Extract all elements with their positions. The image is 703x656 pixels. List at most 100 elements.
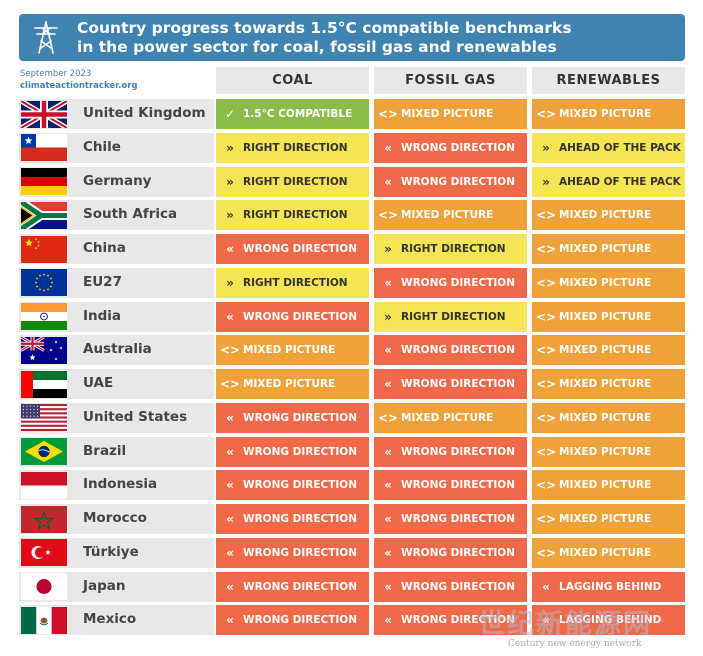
status-label: WRONG DIRECTION	[243, 411, 358, 424]
flag-icon-japan	[21, 573, 67, 600]
double-chevron-right-icon: »	[384, 309, 392, 324]
status-badge-coal: « WRONG DIRECTION	[216, 234, 369, 264]
double-chevron-left-icon: «	[384, 140, 392, 155]
double-chevron-right-icon: »	[542, 174, 550, 189]
double-chevron-right-icon: »	[226, 208, 234, 223]
double-chevron-left-icon: «	[542, 613, 550, 628]
flag-icon-mexico	[21, 606, 67, 634]
status-label: AHEAD OF THE PACK	[559, 141, 681, 154]
status-label: MIXED PICTURE	[559, 243, 652, 255]
double-chevron-left-icon: «	[226, 613, 234, 628]
diamond-arrows-icon: <>	[536, 512, 557, 526]
double-chevron-left-icon: «	[384, 174, 392, 189]
status-badge-coal: « WRONG DIRECTION	[216, 504, 369, 534]
status-label: RIGHT DIRECTION	[243, 209, 348, 222]
double-chevron-left-icon: «	[384, 512, 392, 526]
country-name: Japan	[83, 577, 126, 594]
status-badge-fossil-gas: « WRONG DIRECTION	[374, 436, 527, 467]
status-label: MIXED PICTURE	[559, 479, 652, 492]
status-badge-renewables: <> MIXED PICTURE	[532, 267, 685, 298]
double-chevron-left-icon: «	[226, 242, 234, 256]
status-badge-fossil-gas: « WRONG DIRECTION	[374, 470, 527, 501]
diamond-arrows-icon: <>	[536, 410, 557, 425]
flag-icon-chile	[21, 134, 67, 162]
diamond-arrows-icon: <>	[536, 242, 557, 256]
status-badge-renewables: <> MIXED PICTURE	[532, 402, 685, 433]
country-name: Indonesia	[83, 476, 158, 493]
status-badge-fossil-gas: <> MIXED PICTURE	[374, 402, 527, 433]
status-label: WRONG DIRECTION	[401, 141, 516, 154]
status-label: WRONG DIRECTION	[401, 378, 516, 390]
country-name: China	[83, 240, 126, 256]
status-label: WRONG DIRECTION	[401, 479, 516, 492]
status-label: WRONG DIRECTION	[401, 175, 516, 188]
status-label: WRONG DIRECTION	[243, 445, 358, 458]
status-label: MIXED PICTURE	[559, 546, 652, 559]
status-badge-coal: <> MIXED PICTURE	[216, 335, 369, 366]
status-label: WRONG DIRECTION	[243, 243, 358, 255]
status-label: MIXED PICTURE	[559, 411, 652, 424]
source-link[interactable]: climateactiontracker.org	[20, 81, 138, 91]
status-badge-coal: » RIGHT DIRECTION	[216, 132, 369, 163]
status-label: MIXED PICTURE	[559, 310, 652, 323]
country-name: Mexico	[83, 611, 137, 628]
power-pylon-icon	[34, 21, 58, 54]
status-badge-coal: « WRONG DIRECTION	[216, 605, 369, 636]
diamond-arrows-icon: <>	[536, 309, 557, 324]
flag-icon-india	[21, 303, 67, 330]
status-badge-renewables: <> MIXED PICTURE	[532, 301, 685, 332]
status-label: WRONG DIRECTION	[401, 513, 516, 525]
status-label: WRONG DIRECTION	[243, 513, 358, 525]
double-chevron-left-icon: «	[226, 512, 234, 526]
flag-icon-southafrica	[21, 201, 67, 229]
diamond-arrows-icon: <>	[536, 275, 557, 290]
flag-icon-indonesia	[21, 471, 67, 499]
watermark-text: 世纪新能源网	[478, 609, 652, 640]
status-label: AHEAD OF THE PACK	[559, 175, 681, 188]
country-name: Chile	[83, 138, 121, 155]
double-chevron-right-icon: »	[384, 242, 392, 256]
status-badge-coal: « WRONG DIRECTION	[216, 436, 369, 467]
status-badge-renewables: <> MIXED PICTURE	[532, 504, 685, 534]
diamond-arrows-icon: <>	[378, 208, 399, 223]
flag-icon-turkiye	[21, 539, 67, 567]
column-header-coal: COAL	[216, 67, 369, 94]
status-badge-fossil-gas: « WRONG DIRECTION	[374, 537, 527, 568]
status-badge-coal: « WRONG DIRECTION	[216, 470, 369, 501]
status-badge-fossil-gas: « WRONG DIRECTION	[374, 605, 527, 636]
status-label: MIXED PICTURE	[559, 276, 652, 289]
country-name: United States	[83, 408, 188, 425]
status-label: WRONG DIRECTION	[401, 445, 516, 458]
double-chevron-left-icon: «	[384, 545, 392, 560]
status-label: MIXED PICTURE	[559, 108, 652, 120]
diamond-arrows-icon: <>	[536, 545, 557, 560]
page-title-line-1: Country progress towards 1.5°C compatibl…	[77, 19, 572, 37]
status-label: RIGHT DIRECTION	[243, 175, 348, 188]
double-chevron-right-icon: »	[226, 275, 234, 290]
status-badge-coal: « WRONG DIRECTION	[216, 301, 369, 332]
flag-icon-uae	[21, 370, 67, 398]
flag-icon-us	[21, 404, 67, 432]
status-label: LAGGING BEHIND	[559, 580, 662, 593]
status-badge-renewables: <> MIXED PICTURE	[532, 436, 685, 467]
status-badge-fossil-gas: « WRONG DIRECTION	[374, 571, 527, 602]
column-header-fossil-gas: FOSSIL GAS	[374, 67, 527, 94]
flag-icon-australia	[21, 336, 67, 364]
country-name: United Kingdom	[83, 105, 206, 121]
double-chevron-right-icon: »	[542, 140, 550, 155]
publication-date: September 2023	[20, 69, 92, 79]
flag-icon-morocco	[21, 505, 67, 533]
country-name: Morocco	[83, 510, 147, 526]
diamond-arrows-icon: <>	[378, 107, 399, 121]
watermark-subtext: Century new energy network	[508, 639, 642, 649]
status-label: MIXED PICTURE	[559, 344, 652, 357]
flag-icon-uk	[21, 100, 67, 128]
status-badge-fossil-gas: <> MIXED PICTURE	[374, 200, 527, 231]
status-badge-renewables: <> MIXED PICTURE	[532, 369, 685, 399]
status-label: MIXED PICTURE	[243, 344, 336, 357]
status-label: RIGHT DIRECTION	[401, 310, 506, 323]
status-badge-fossil-gas: <> MIXED PICTURE	[374, 99, 527, 129]
status-badge-renewables: <> MIXED PICTURE	[532, 200, 685, 231]
status-badge-fossil-gas: « WRONG DIRECTION	[374, 369, 527, 399]
status-badge-fossil-gas: « WRONG DIRECTION	[374, 504, 527, 534]
